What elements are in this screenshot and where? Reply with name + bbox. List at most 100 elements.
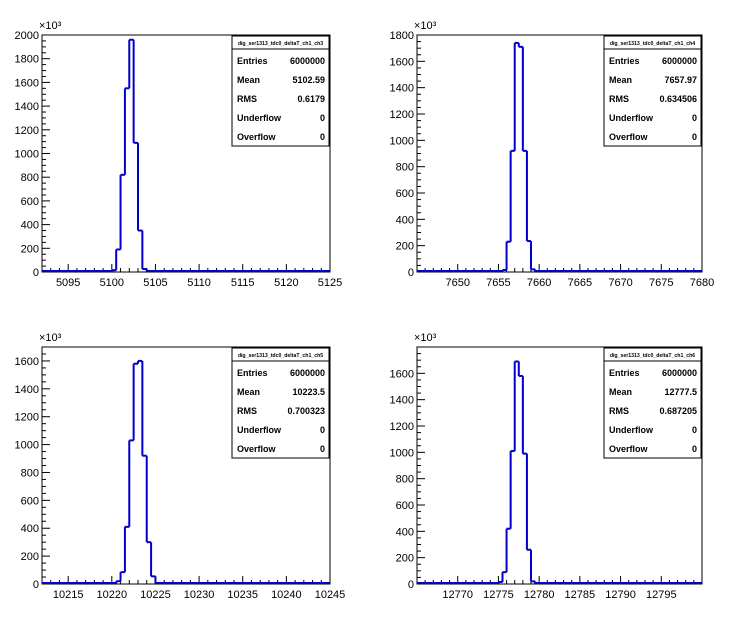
y-tick-label: 600 (396, 188, 414, 200)
stats-value: 0.634506 (659, 94, 697, 104)
y-tick-label: 1600 (390, 368, 414, 380)
stats-box: dig_ser1313_tdc0_deltaT_ch1_ch3 Entries 60… (231, 35, 330, 147)
stats-label: RMS (609, 94, 629, 104)
y-tick-label: 600 (396, 500, 414, 512)
x-tick-label: 10240 (271, 589, 302, 601)
stats-box: dig_ser1313_tdc0_deltaT_ch1_ch5 Entries 60… (231, 347, 330, 459)
stats-label: Overflow (237, 444, 277, 454)
x-tick-label: 12775 (483, 589, 514, 601)
x-tick-label: 12780 (524, 589, 555, 601)
x-tick-label: 5125 (318, 277, 342, 289)
stats-box-frame (231, 35, 330, 147)
histogram-panel-3: 0 200 400 600 800 1000 1200 1400 1600×10³ 10215 10… (15, 332, 346, 601)
stats-value: 0 (692, 132, 697, 142)
stats-value: 0 (320, 425, 325, 435)
x-tick-label: 10245 (315, 589, 346, 601)
stats-label: Mean (237, 75, 260, 85)
stats-label: Entries (237, 56, 268, 66)
stats-value: 7657.97 (664, 75, 697, 85)
y-tick-label: 800 (396, 474, 414, 486)
y-tick-label: 1800 (390, 30, 414, 42)
y-tick-label: 1000 (390, 447, 414, 459)
y-tick-label: 0 (33, 579, 39, 591)
y-axis-exponent: ×10³ (39, 20, 62, 32)
x-tick-label: 10230 (184, 589, 215, 601)
y-tick-label: 1600 (390, 56, 414, 68)
x-tick-label: 7655 (486, 277, 510, 289)
stats-value: 10223.5 (292, 387, 325, 397)
y-tick-label: 0 (408, 579, 414, 591)
y-tick-label: 400 (396, 214, 414, 226)
y-tick-label: 1800 (15, 54, 39, 66)
x-tick-label: 7665 (568, 277, 592, 289)
stats-label: RMS (609, 406, 629, 416)
y-tick-label: 1000 (15, 149, 39, 161)
x-tick-label: 7680 (690, 277, 714, 289)
stats-value: 0.700323 (287, 406, 325, 416)
stats-value: 0 (692, 444, 697, 454)
stats-value: 0 (692, 425, 697, 435)
x-tick-label: 7650 (445, 277, 469, 289)
y-tick-label: 200 (396, 553, 414, 565)
stats-box-frame (603, 35, 702, 147)
y-tick-label: 1400 (390, 395, 414, 407)
x-tick-label: 5100 (100, 277, 124, 289)
stats-value: 6000000 (662, 56, 697, 66)
stats-box: dig_ser1313_tdc0_deltaT_ch1_ch4 Entries 60… (603, 35, 702, 147)
stats-label: Overflow (609, 444, 649, 454)
stats-value: 0.6179 (297, 94, 325, 104)
y-tick-label: 400 (21, 220, 39, 232)
y-tick-label: 1600 (15, 356, 39, 368)
y-tick-label: 1400 (390, 83, 414, 95)
y-tick-label: 0 (33, 267, 39, 279)
stats-label: Underflow (609, 113, 654, 123)
stats-value: 0 (692, 113, 697, 123)
stats-value: 0 (320, 132, 325, 142)
x-tick-label: 12790 (605, 589, 636, 601)
stats-value: 0 (320, 113, 325, 123)
y-tick-label: 1200 (15, 125, 39, 137)
y-tick-label: 1000 (390, 135, 414, 147)
histogram-panel-1: 0 200 400 600 800 1000 1200 1400 1600 1800 2000×10… (15, 20, 343, 289)
stats-title: dig_ser1313_tdc0_deltaT_ch1_ch6 (610, 353, 695, 359)
stats-label: Overflow (237, 132, 277, 142)
stats-title: dig_ser1313_tdc0_deltaT_ch1_ch3 (238, 41, 323, 47)
stats-label: Mean (609, 75, 632, 85)
y-tick-label: 400 (21, 523, 39, 535)
stats-value: 6000000 (290, 56, 325, 66)
y-tick-label: 1000 (15, 440, 39, 452)
y-axis-exponent: ×10³ (39, 332, 62, 344)
stats-box-frame (603, 347, 702, 459)
y-tick-label: 600 (21, 495, 39, 507)
y-tick-label: 800 (21, 467, 39, 479)
stats-label: Mean (237, 387, 260, 397)
x-tick-label: 10225 (140, 589, 171, 601)
stats-label: Mean (609, 387, 632, 397)
stats-value: 0.687205 (659, 406, 697, 416)
x-tick-label: 10235 (227, 589, 258, 601)
stats-value: 5102.59 (292, 75, 325, 85)
y-tick-label: 800 (21, 172, 39, 184)
stats-label: Underflow (609, 425, 654, 435)
x-tick-label: 10220 (97, 589, 128, 601)
stats-label: Underflow (237, 425, 282, 435)
stats-label: Underflow (237, 113, 282, 123)
x-tick-label: 12785 (565, 589, 596, 601)
histogram-panel-2: 0 200 400 600 800 1000 1200 1400 1600 1800×10³ 765… (390, 20, 715, 289)
stats-value: 12777.5 (664, 387, 697, 397)
stats-label: RMS (237, 94, 257, 104)
stats-value: 6000000 (290, 368, 325, 378)
y-tick-label: 1200 (390, 109, 414, 121)
y-axis-exponent: ×10³ (414, 20, 437, 32)
y-tick-label: 0 (408, 267, 414, 279)
y-tick-label: 1200 (15, 412, 39, 424)
stats-label: Entries (237, 368, 268, 378)
y-tick-label: 200 (21, 243, 39, 255)
y-tick-label: 200 (396, 241, 414, 253)
y-tick-label: 1400 (15, 101, 39, 113)
y-axis-exponent: ×10³ (414, 332, 437, 344)
stats-box-frame (231, 347, 330, 459)
histogram-panel-4: 0 200 400 600 800 1000 1200 1400 1600 ×10³ 12770 12… (390, 332, 703, 601)
y-tick-label: 2000 (15, 30, 39, 42)
